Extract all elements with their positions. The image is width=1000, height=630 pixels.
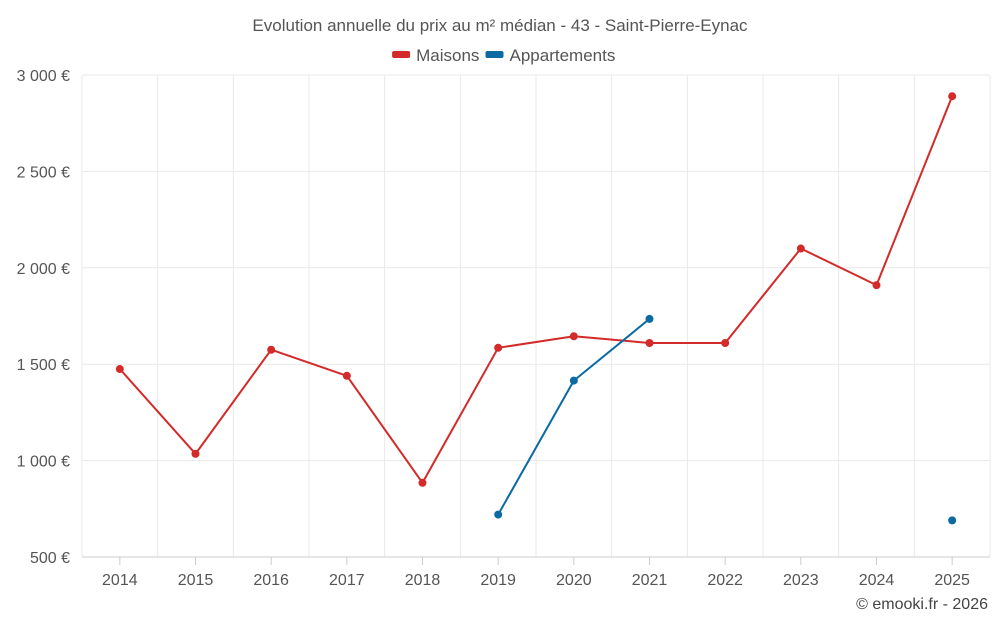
data-point-maisons[interactable] [872,281,881,290]
x-tick-label: 2015 [178,572,214,589]
legend-label-appartements: Appartements [510,46,616,65]
y-tick-label: 2 000 € [17,261,70,278]
legend-swatch-appartements [485,51,504,58]
series-maisons [115,92,957,487]
x-tick-label: 2016 [253,572,289,589]
data-point-maisons[interactable] [191,449,200,458]
y-tick-label: 1 500 € [17,357,70,374]
x-tick-label: 2023 [783,572,819,589]
data-point-appartements[interactable] [569,376,578,385]
legend-swatch-maisons [392,51,411,58]
x-tick-label: 2014 [102,572,138,589]
series-line-maisons [118,95,954,484]
x-tick-label: 2018 [405,572,441,589]
chart-title: Evolution annuelle du prix au m² médian … [252,16,748,35]
x-tick-label: 2021 [632,572,668,589]
data-point-maisons[interactable] [796,244,805,253]
series-layer [115,92,957,525]
y-tick-label: 2 500 € [17,164,70,181]
data-point-maisons[interactable] [645,338,654,347]
data-point-maisons[interactable] [494,343,503,352]
y-tick-label: 1 000 € [17,454,70,471]
series-line-appartements [497,317,651,516]
x-tick-label: 2019 [480,572,516,589]
data-point-maisons[interactable] [569,332,578,341]
data-point-appartements[interactable] [494,510,503,519]
legend: Maisons Appartements [392,46,615,65]
x-tick-label: 2017 [329,572,365,589]
x-tick-label: 2024 [859,572,895,589]
x-tick-label: 2025 [934,572,970,589]
x-axis: 2014 2015 2016 2017 2018 2019 2020 2021 2022 2023… [82,556,990,589]
data-point-maisons[interactable] [342,371,351,380]
data-point-maisons[interactable] [115,365,124,374]
data-point-appartements[interactable] [645,314,654,323]
data-point-maisons[interactable] [721,338,730,347]
data-point-maisons[interactable] [948,92,957,101]
data-point-maisons[interactable] [267,345,276,354]
data-point-appartements[interactable] [948,516,957,525]
legend-item-appartements[interactable]: Appartements [485,46,616,65]
data-point-maisons[interactable] [418,478,427,487]
series-appartements [494,314,957,525]
credit-text: © emooki.fr - 2026 [856,596,988,613]
grid-layer [81,74,991,557]
x-tick-label: 2020 [556,572,592,589]
legend-item-maisons[interactable]: Maisons [392,46,479,65]
y-tick-label: 3 000 € [17,68,70,85]
x-tick-label: 2022 [707,572,743,589]
y-axis: 500 € 1 000 € 1 500 € 2 000 € 2 500 € 3 000 € [17,68,70,567]
legend-label-maisons: Maisons [416,46,479,65]
y-tick-label: 500 € [30,550,70,567]
